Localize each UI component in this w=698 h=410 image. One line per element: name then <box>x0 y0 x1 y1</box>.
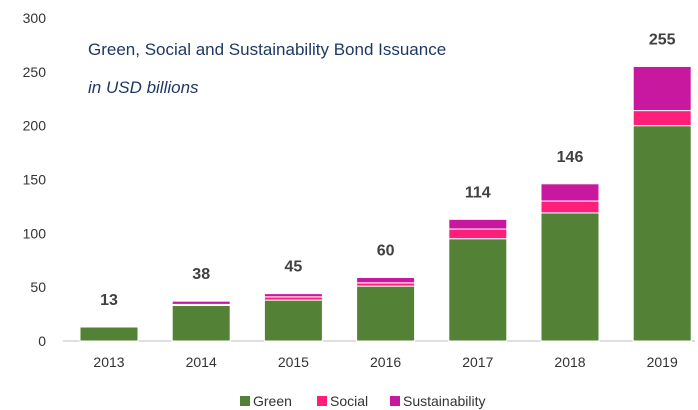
total-label-2016: 60 <box>377 242 395 259</box>
y-tick-label: 0 <box>38 333 46 349</box>
legend: Green Social Sustainability <box>240 393 486 409</box>
chart-title: Green, Social and Sustainability Bond Is… <box>88 40 446 59</box>
bar-green-2018 <box>540 212 600 342</box>
bar-green-2014 <box>171 304 231 342</box>
y-axis-ticks: 0 50 100 150 200 250 300 <box>23 10 47 349</box>
y-tick-label: 250 <box>23 64 47 80</box>
y-tick-label: 50 <box>30 279 46 295</box>
bars <box>79 65 692 342</box>
y-tick-label: 150 <box>23 172 47 188</box>
total-label-2019: 255 <box>649 31 676 48</box>
bar-sustainability-2019 <box>632 65 692 112</box>
legend-label-green: Green <box>253 393 292 409</box>
x-axis-ticks: 2013 2014 2015 2016 2017 2018 2019 <box>93 354 678 370</box>
total-label-2018: 146 <box>557 149 584 166</box>
bar-social-2019 <box>632 110 692 127</box>
x-tick-label: 2016 <box>370 354 401 370</box>
bar-sustainability-2015 <box>263 293 323 298</box>
bar-sustainability-2014 <box>171 300 231 305</box>
bar-green-2013 <box>79 326 139 342</box>
y-tick-label: 300 <box>23 10 47 26</box>
bar-green-2019 <box>632 125 692 342</box>
legend-swatch-social <box>317 396 327 406</box>
bar-sustainability-2016 <box>356 276 416 284</box>
y-tick-label: 200 <box>23 118 47 134</box>
bar-sustainability-2018 <box>540 183 600 202</box>
x-tick-label: 2014 <box>186 354 217 370</box>
bar-green-2015 <box>263 299 323 342</box>
x-tick-label: 2015 <box>278 354 309 370</box>
total-label-2017: 114 <box>465 184 491 201</box>
total-label-2014: 38 <box>192 266 210 283</box>
total-label-2015: 45 <box>285 259 303 276</box>
y-tick-label: 100 <box>23 225 47 241</box>
x-tick-label: 2017 <box>462 354 493 370</box>
bar-sustainability-2017 <box>448 218 508 230</box>
chart-subtitle: in USD billions <box>88 78 199 97</box>
bar-green-2017 <box>448 238 508 342</box>
x-tick-label: 2018 <box>554 354 585 370</box>
bar-social-2017 <box>448 228 508 240</box>
x-tick-label: 2019 <box>647 354 678 370</box>
bar-green-2016 <box>356 285 416 342</box>
legend-swatch-green <box>240 396 250 406</box>
legend-label-sustainability: Sustainability <box>403 393 486 409</box>
legend-label-social: Social <box>330 393 368 409</box>
total-label-2013: 13 <box>100 292 118 309</box>
bar-social-2018 <box>540 200 600 214</box>
total-labels: 13 38 45 60 114 146 255 <box>100 31 676 309</box>
legend-swatch-sustainability <box>390 396 400 406</box>
x-tick-label: 2013 <box>93 354 124 370</box>
